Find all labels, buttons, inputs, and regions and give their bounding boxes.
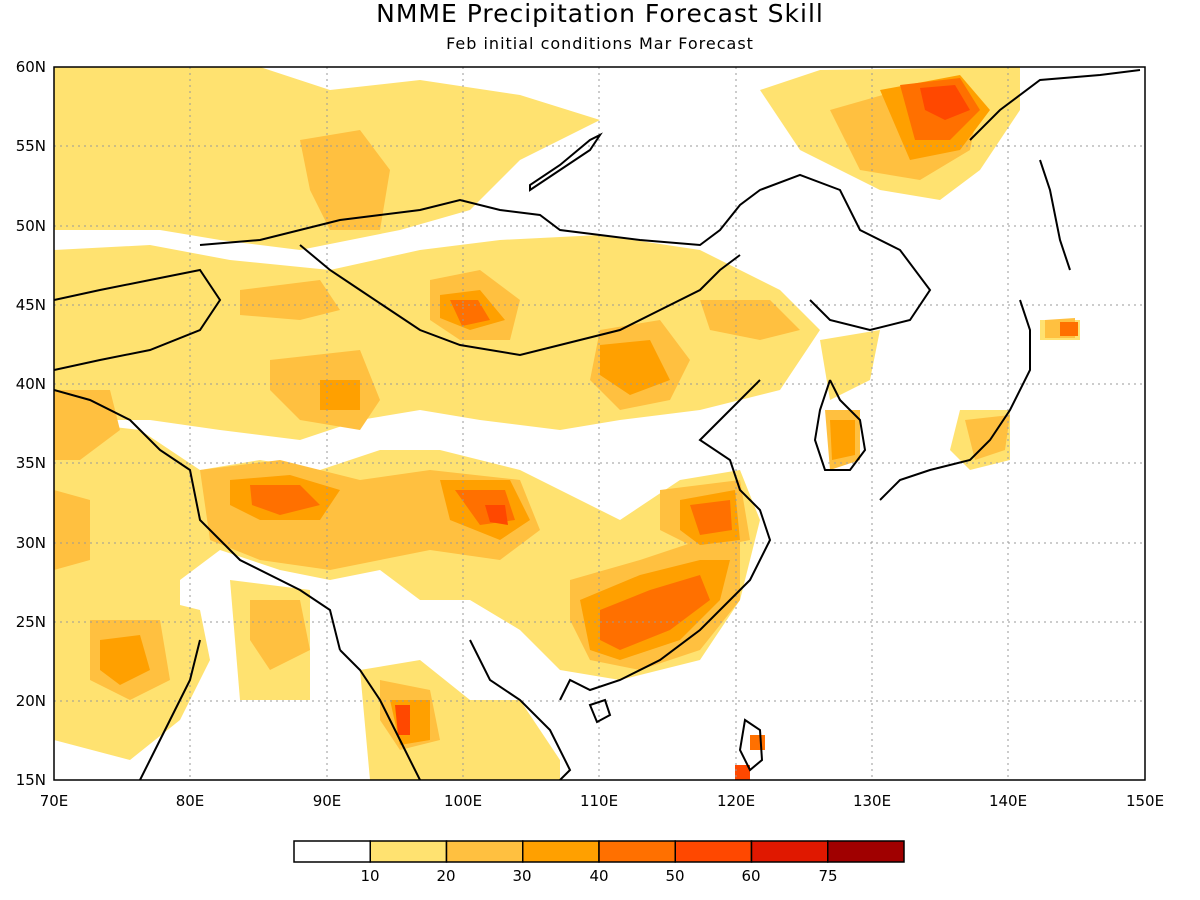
chart-title: NMME Precipitation Forecast Skill bbox=[376, 0, 824, 28]
colorbar-box bbox=[522, 840, 600, 863]
lat-tick-label: 45N bbox=[16, 296, 46, 314]
lon-tick-label: 110E bbox=[580, 792, 618, 810]
lon-tick-label: 150E bbox=[1126, 792, 1164, 810]
chart-subtitle: Feb initial conditions Mar Forecast bbox=[446, 34, 754, 53]
lat-tick-label: 35N bbox=[16, 454, 46, 472]
lon-tick-label: 140E bbox=[989, 792, 1027, 810]
lat-tick-label: 15N bbox=[16, 771, 46, 789]
skill-shading bbox=[54, 67, 1080, 780]
map-grid bbox=[54, 67, 1145, 780]
colorbar-label: 20 bbox=[436, 867, 455, 885]
colorbar-box bbox=[827, 840, 905, 863]
colorbar-label: 75 bbox=[818, 867, 837, 885]
colorbar-box bbox=[445, 840, 524, 863]
latitude-labels: 60N 55N 50N 45N 40N 35N 30N 25N 20N 15N bbox=[16, 58, 46, 789]
map-frame bbox=[53, 66, 1146, 781]
lat-tick-label: 20N bbox=[16, 692, 46, 710]
lat-tick-label: 60N bbox=[16, 58, 46, 76]
lon-tick-label: 100E bbox=[444, 792, 482, 810]
colorbar-box bbox=[750, 840, 829, 863]
colorbar-box bbox=[674, 840, 753, 863]
colorbar-box bbox=[369, 840, 448, 863]
colorbar-label: 30 bbox=[512, 867, 531, 885]
colorbar-box bbox=[598, 840, 676, 863]
colorbar-label: 50 bbox=[665, 867, 684, 885]
colorbar-label: 10 bbox=[360, 867, 379, 885]
coastlines bbox=[54, 69, 1141, 780]
colorbar-label: 40 bbox=[589, 867, 608, 885]
lon-tick-label: 90E bbox=[313, 792, 342, 810]
colorbar: 10 20 30 40 50 60 75 bbox=[293, 840, 905, 885]
lon-tick-label: 70E bbox=[40, 792, 69, 810]
lat-tick-label: 40N bbox=[16, 375, 46, 393]
colorbar-label: 60 bbox=[741, 867, 760, 885]
lat-tick-label: 50N bbox=[16, 217, 46, 235]
colorbar-box bbox=[293, 840, 371, 863]
lon-tick-label: 80E bbox=[176, 792, 205, 810]
longitude-labels: 70E 80E 90E 100E 110E 120E 130E 140E 150… bbox=[40, 792, 1164, 810]
lon-tick-label: 130E bbox=[853, 792, 891, 810]
lat-tick-label: 30N bbox=[16, 534, 46, 552]
lon-tick-label: 120E bbox=[717, 792, 755, 810]
lat-tick-label: 55N bbox=[16, 137, 46, 155]
lat-tick-label: 25N bbox=[16, 613, 46, 631]
